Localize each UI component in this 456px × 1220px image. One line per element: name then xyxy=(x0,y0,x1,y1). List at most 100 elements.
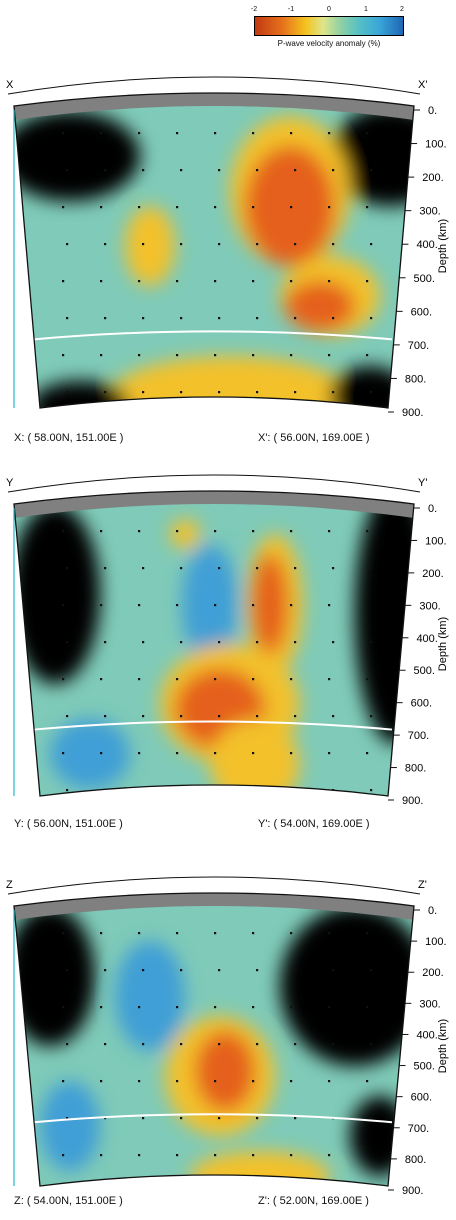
depth-tick-label: 0. xyxy=(428,905,437,917)
grid-node xyxy=(100,678,103,681)
grid-node xyxy=(252,132,255,135)
grid-node xyxy=(332,1043,335,1046)
depth-tick-label: 500. xyxy=(414,273,435,285)
grid-node xyxy=(176,354,179,357)
grid-node xyxy=(256,243,259,246)
depth-tick-label: 500. xyxy=(414,665,435,677)
grid-node xyxy=(214,604,217,607)
grid-node xyxy=(142,715,145,718)
grid-node xyxy=(332,641,335,644)
grid-node xyxy=(294,641,297,644)
grid-node xyxy=(294,317,297,320)
grid-node xyxy=(142,317,145,320)
grid-node xyxy=(290,530,293,533)
grid-node xyxy=(214,1006,217,1009)
grid-node xyxy=(256,1191,258,1193)
grid-node xyxy=(256,567,259,570)
grid-node xyxy=(66,1191,68,1193)
section-end-coordinate: X': ( 56.00N, 169.00E ) xyxy=(258,432,370,444)
grid-node xyxy=(366,206,369,209)
grid-node xyxy=(142,567,145,570)
anomaly-region xyxy=(14,504,100,684)
grid-node xyxy=(256,641,259,644)
section-start-coordinate: Y: ( 56.00N, 151.00E ) xyxy=(14,818,123,830)
section-outline xyxy=(13,92,415,409)
grid-node xyxy=(332,243,335,246)
grid-node xyxy=(332,1191,334,1193)
section-outline xyxy=(13,892,415,1187)
grid-node xyxy=(370,243,373,246)
grid-node xyxy=(290,932,293,935)
grid-node xyxy=(294,1117,297,1120)
section-end-letter: Y' xyxy=(418,477,427,489)
anomaly-region xyxy=(14,111,140,201)
grid-node xyxy=(176,604,179,607)
grid-node xyxy=(294,969,297,972)
depth-tick-label: 300. xyxy=(419,600,440,612)
grid-node xyxy=(176,1080,179,1083)
grid-node xyxy=(252,1154,255,1157)
grid-node xyxy=(138,604,141,607)
grid-node xyxy=(138,1080,141,1083)
section-plot: Z Z' 0. 100. 200. 300. 400. 500. 600. 700. 800. 900… xyxy=(6,876,449,1195)
grid-node xyxy=(370,1191,372,1193)
grid-node xyxy=(142,789,145,792)
section-end-coordinate: Y': ( 54.00N, 169.00E ) xyxy=(258,818,370,830)
grid-node xyxy=(290,678,293,681)
colorbar-tick: 1 xyxy=(364,6,368,13)
grid-node xyxy=(176,752,179,755)
anomaly-region xyxy=(182,544,238,664)
grid-node xyxy=(66,715,69,718)
grid-node xyxy=(252,206,255,209)
grid-node xyxy=(252,604,255,607)
grid-node xyxy=(366,752,369,755)
grid-node xyxy=(218,391,221,394)
depth-tick-label: 600. xyxy=(411,698,432,710)
crust-layer xyxy=(14,491,414,518)
grid-node xyxy=(66,1043,69,1046)
colorbar-label: P-wave velocity anomaly (%) xyxy=(277,39,381,48)
colorbar-ticks: -2 -1 0 1 2 xyxy=(251,6,404,16)
depth-tick-label: 400. xyxy=(416,239,437,251)
grid-node xyxy=(370,317,373,320)
grid-node xyxy=(252,280,255,283)
grid-node xyxy=(62,206,65,209)
grid-node xyxy=(104,1191,106,1193)
depth-tick-label: 900. xyxy=(402,407,423,419)
grid-node xyxy=(256,715,259,718)
grid-node xyxy=(256,1117,259,1120)
grid-node xyxy=(142,169,145,172)
grid-node xyxy=(176,530,179,533)
grid-node xyxy=(370,715,373,718)
anomaly-region xyxy=(210,719,300,796)
depth-tick-label: 300. xyxy=(419,206,440,218)
grid-node xyxy=(218,1043,221,1046)
anomaly-region xyxy=(115,941,185,1051)
section-end-letter: X' xyxy=(418,79,427,91)
depth-tick-label: 100. xyxy=(425,139,446,151)
section-plot: X X' 0. 100. 200. 300. 400. 500. 600. 700. 800. 900… xyxy=(6,76,449,419)
grid-node xyxy=(138,280,141,283)
grid-node xyxy=(66,969,69,972)
depth-tick-label: 300. xyxy=(419,998,440,1010)
grid-node xyxy=(138,206,141,209)
grid-node xyxy=(142,1117,145,1120)
grid-node xyxy=(62,752,65,755)
anomaly-region xyxy=(170,519,200,549)
colorbar: -2 -1 0 1 2 P-wave velocity anomaly (%) xyxy=(251,6,404,54)
grid-node xyxy=(256,317,259,320)
depth-tick-label: 600. xyxy=(411,1092,432,1104)
grid-node xyxy=(218,969,221,972)
anomaly-region xyxy=(355,491,414,744)
grid-node xyxy=(180,169,183,172)
tomography-field xyxy=(14,893,414,1193)
grid-node xyxy=(214,132,217,135)
grid-node xyxy=(366,604,369,607)
grid-node xyxy=(218,715,221,718)
depth-tick-label: 400. xyxy=(416,1029,437,1041)
grid-node xyxy=(328,530,331,533)
depth-tick-label: 700. xyxy=(408,1123,429,1135)
grid-node xyxy=(100,354,103,357)
grid-node xyxy=(290,604,293,607)
grid-node xyxy=(104,1043,107,1046)
